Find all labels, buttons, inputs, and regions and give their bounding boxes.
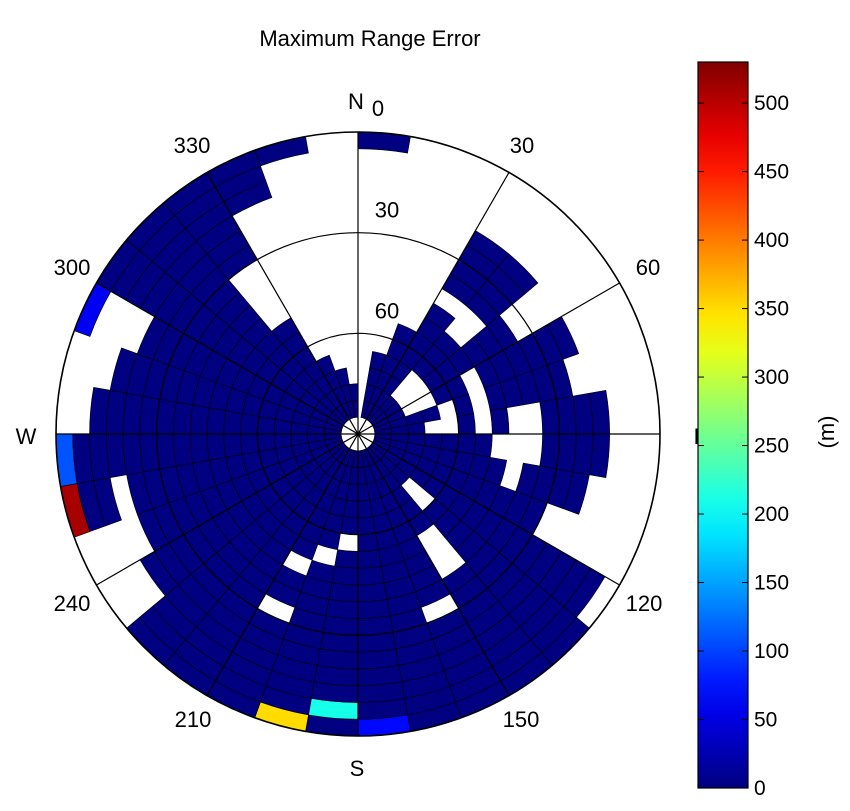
colorbar-tick-label: 500 xyxy=(754,92,789,115)
cell-az90-el55 xyxy=(456,433,476,455)
colorbar-tick-label: 350 xyxy=(754,298,789,321)
azimuth-tick-label: 120 xyxy=(626,591,663,616)
colorbar-tick-label: 150 xyxy=(754,572,789,595)
cell-az180-el50 xyxy=(334,549,359,569)
cell-az270-el55 xyxy=(240,413,260,435)
polar-grid xyxy=(55,131,661,737)
cell-az260-el50 xyxy=(223,433,243,458)
cell-az170-el35 xyxy=(357,598,391,619)
azimuth-tick-label: 30 xyxy=(510,133,534,158)
colorbar: 0 50 100 150 200 250 300 350 400 450 500 (m) xyxy=(697,61,839,800)
cell-az260-el60 xyxy=(257,433,276,452)
cell-az270-el45 xyxy=(206,407,227,435)
cell-az170-el55 xyxy=(357,532,379,552)
elevation-tick-label: 30 xyxy=(375,198,399,223)
azimuth-tick-label: 330 xyxy=(174,133,211,158)
cell-az270-el35 xyxy=(173,401,194,435)
colorbar-tick-label: 0 xyxy=(754,777,766,800)
azimuth-tick-label: 240 xyxy=(54,591,91,616)
cell-az80-el45 xyxy=(489,407,510,435)
compass-label-south: S xyxy=(350,756,365,781)
cell-az80-el55 xyxy=(456,413,476,435)
cell-az170-el45 xyxy=(357,565,385,586)
cell-az270-el40 xyxy=(189,404,210,435)
azimuth-tick-label: 60 xyxy=(636,255,660,280)
colorbar-tick-label: 50 xyxy=(754,709,777,732)
cell-az270-el50 xyxy=(223,410,243,435)
polar-labels: 03060120150210240300330NESW3060 xyxy=(16,89,709,781)
azimuth-tick-label: 300 xyxy=(54,255,91,280)
compass-label-west: W xyxy=(16,424,37,449)
spoke-150 xyxy=(206,172,510,696)
cell-az260-el65 xyxy=(273,433,293,449)
cell-az260-el45 xyxy=(206,433,227,461)
cell-az340-el0 xyxy=(254,136,309,167)
colorbar-scale xyxy=(697,61,749,789)
cell-az260-el35 xyxy=(173,433,194,467)
cell-az260-el55 xyxy=(240,433,260,455)
cell-az260-el40 xyxy=(189,433,210,464)
colorbar-tick-label: 400 xyxy=(754,229,789,252)
azimuth-tick-label: 150 xyxy=(503,707,540,732)
colorbar-tick-label: 300 xyxy=(754,366,789,389)
cell-az80-el30 xyxy=(539,398,560,435)
cell-az330-el10 xyxy=(223,181,273,217)
cell-az70-el65 xyxy=(420,404,441,423)
chart-title: Maximum Range Error xyxy=(259,26,480,51)
cell-az170-el40 xyxy=(357,582,388,603)
polar-cells xyxy=(55,131,610,737)
cell-az170-el65 xyxy=(357,499,373,519)
colorbar-tick-label: 200 xyxy=(754,503,789,526)
cell-az180-el45 xyxy=(331,565,359,586)
azimuth-tick-label: 210 xyxy=(175,707,212,732)
cell-az90-el50 xyxy=(473,433,493,458)
colorbar-tick-label: 100 xyxy=(754,640,789,663)
colorbar-tick-label: 250 xyxy=(754,435,789,458)
colorbar-label: (m) xyxy=(814,416,839,449)
colorbar-tick-label: 450 xyxy=(754,161,789,184)
cell-az180-el35 xyxy=(325,598,359,619)
elevation-tick-label: 60 xyxy=(375,298,399,323)
azimuth-tick-label: 0 xyxy=(372,96,384,121)
cell-az170-el60 xyxy=(357,516,376,535)
cell-az180-el40 xyxy=(328,582,359,603)
cell-az170-el50 xyxy=(357,549,382,569)
compass-label-north: N xyxy=(348,89,364,114)
cell-az90-el30 xyxy=(539,433,560,470)
